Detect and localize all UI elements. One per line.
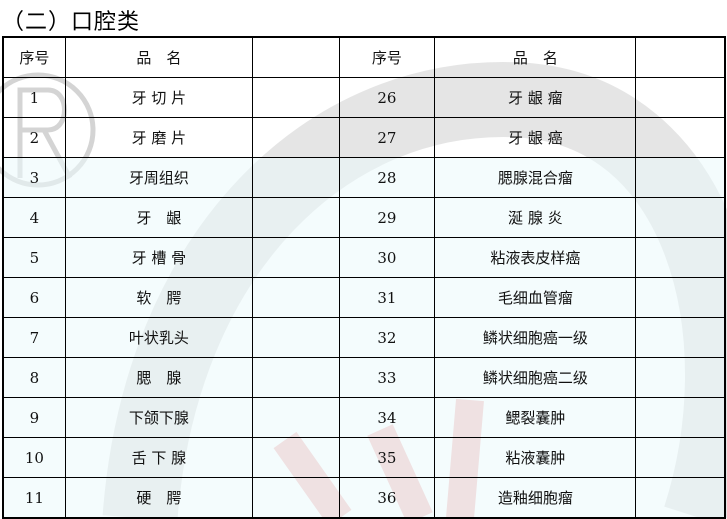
- item-name: 舌 下 腺: [64, 437, 254, 478]
- header-name-right: 品 名: [434, 36, 637, 78]
- empty-cell: [252, 117, 340, 158]
- row-number: 34: [338, 397, 436, 438]
- item-name: 牙 切 片: [64, 77, 254, 118]
- row-number: 29: [338, 197, 436, 238]
- header-no-left: 序号: [2, 36, 66, 78]
- empty-cell: [252, 36, 340, 78]
- empty-cell: [635, 477, 726, 519]
- empty-cell: [635, 117, 726, 158]
- empty-cell: [252, 357, 340, 398]
- row-number: 4: [2, 197, 66, 238]
- section-title: （二）口腔类: [2, 10, 141, 35]
- row-number: 7: [2, 317, 66, 358]
- empty-cell: [252, 437, 340, 478]
- item-name: 硬 腭: [64, 477, 254, 519]
- row-number: 31: [338, 277, 436, 318]
- row-number: 9: [2, 397, 66, 438]
- row-number: 27: [338, 117, 436, 158]
- empty-cell: [252, 197, 340, 238]
- empty-cell: [252, 157, 340, 198]
- item-name: 鳃裂囊肿: [434, 397, 637, 438]
- item-name: 粘液表皮样癌: [434, 237, 637, 278]
- empty-cell: [252, 477, 340, 519]
- row-number: 30: [338, 237, 436, 278]
- item-name: 腮 腺: [64, 357, 254, 398]
- empty-cell: [635, 317, 726, 358]
- item-name: 牙 槽 骨: [64, 237, 254, 278]
- table-row: 9 下颌下腺 34 鳃裂囊肿: [2, 397, 726, 438]
- item-name: 牙 龈: [64, 197, 254, 238]
- empty-cell: [252, 317, 340, 358]
- item-name: 粘液囊肿: [434, 437, 637, 478]
- table-row: 3 牙周组织 28 腮腺混合瘤: [2, 157, 726, 198]
- row-number: 36: [338, 477, 436, 519]
- empty-cell: [635, 77, 726, 118]
- empty-cell: [252, 77, 340, 118]
- item-name: 鳞状细胞癌二级: [434, 357, 637, 398]
- item-name: 牙 龈 癌: [434, 117, 637, 158]
- empty-cell: [635, 397, 726, 438]
- row-number: 10: [2, 437, 66, 478]
- header-row: 序号 品 名 序号 品 名: [2, 36, 726, 78]
- row-number: 8: [2, 357, 66, 398]
- item-name: 腮腺混合瘤: [434, 157, 637, 198]
- item-name: 牙 磨 片: [64, 117, 254, 158]
- empty-cell: [635, 357, 726, 398]
- empty-cell: [635, 237, 726, 278]
- row-number: 33: [338, 357, 436, 398]
- item-name: 下颌下腺: [64, 397, 254, 438]
- empty-cell: [635, 36, 726, 78]
- empty-cell: [635, 437, 726, 478]
- table-row: 7 叶状乳头 32 鳞状细胞癌一级: [2, 317, 726, 358]
- item-name: 牙 龈 瘤: [434, 77, 637, 118]
- empty-cell: [252, 277, 340, 318]
- header-no-right: 序号: [338, 36, 436, 78]
- item-name: 造釉细胞瘤: [434, 477, 637, 519]
- item-name: 鳞状细胞癌一级: [434, 317, 637, 358]
- row-number: 11: [2, 477, 66, 519]
- row-number: 35: [338, 437, 436, 478]
- row-number: 6: [2, 277, 66, 318]
- row-number: 1: [2, 77, 66, 118]
- item-name: 涎 腺 炎: [434, 197, 637, 238]
- row-number: 3: [2, 157, 66, 198]
- row-number: 32: [338, 317, 436, 358]
- empty-cell: [252, 397, 340, 438]
- table-row: 10 舌 下 腺 35 粘液囊肿: [2, 437, 726, 478]
- row-number: 26: [338, 77, 436, 118]
- row-number: 2: [2, 117, 66, 158]
- header-name-left: 品 名: [64, 36, 254, 78]
- item-name: 叶状乳头: [64, 317, 254, 358]
- empty-cell: [635, 277, 726, 318]
- empty-cell: [252, 237, 340, 278]
- table-row: 11 硬 腭 36 造釉细胞瘤: [2, 477, 726, 519]
- item-name: 毛细血管瘤: [434, 277, 637, 318]
- empty-cell: [635, 157, 726, 198]
- row-number: 28: [338, 157, 436, 198]
- item-name: 牙周组织: [64, 157, 254, 198]
- empty-cell: [635, 197, 726, 238]
- row-number: 5: [2, 237, 66, 278]
- item-name: 软 腭: [64, 277, 254, 318]
